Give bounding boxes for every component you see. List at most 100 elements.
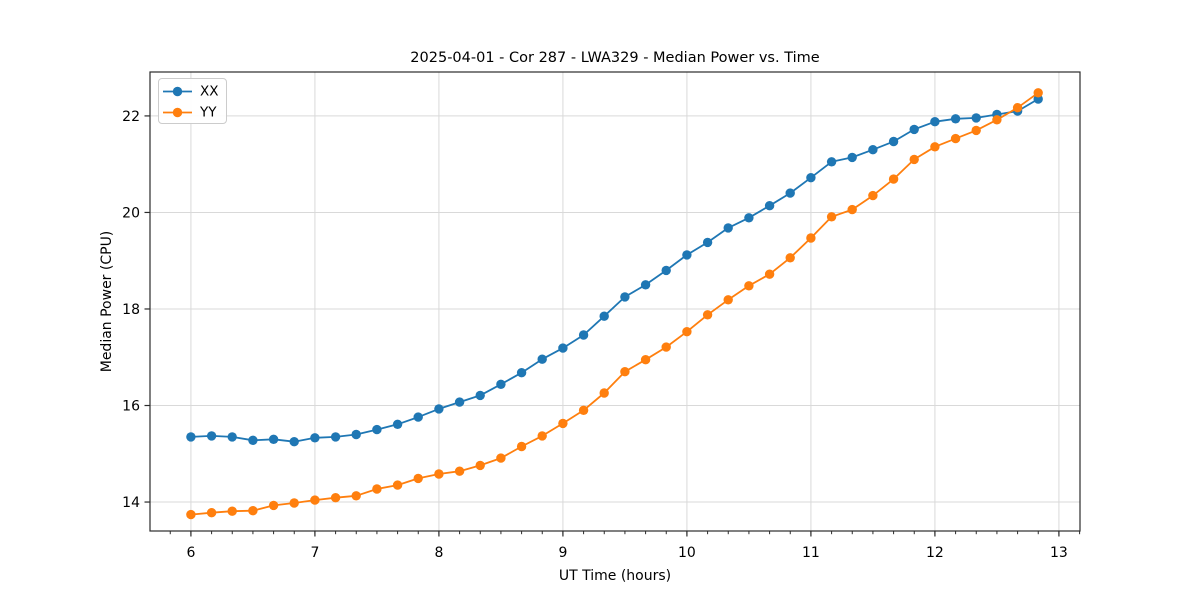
data-point <box>806 173 816 183</box>
data-point <box>351 491 361 501</box>
data-point <box>661 342 671 352</box>
data-point <box>248 435 258 445</box>
y-axis-label: Median Power (CPU) <box>99 231 115 373</box>
data-point <box>785 253 795 263</box>
data-point <box>640 355 651 365</box>
data-point <box>413 473 423 484</box>
data-point <box>764 269 775 279</box>
chart-title: 2025-04-01 - Cor 287 - LWA329 - Median P… <box>410 50 819 66</box>
data-point <box>992 115 1002 125</box>
data-point <box>310 495 320 505</box>
data-point <box>206 431 217 441</box>
y-tick-label: 18 <box>122 302 140 318</box>
series-yy-markers <box>186 88 1043 520</box>
data-point <box>516 368 527 378</box>
data-point <box>186 432 196 442</box>
data-point <box>971 125 981 136</box>
data-point <box>310 433 320 443</box>
data-point <box>186 509 196 520</box>
data-point <box>578 330 589 340</box>
data-point <box>248 506 258 516</box>
data-point <box>268 434 279 444</box>
data-point <box>640 280 651 290</box>
data-point <box>868 145 878 155</box>
data-point <box>454 466 465 476</box>
data-point <box>1012 103 1023 113</box>
plot-frame <box>149 71 1081 532</box>
data-point <box>599 311 609 321</box>
data-point <box>620 292 630 302</box>
legend-sample-marker <box>172 107 183 118</box>
data-point <box>930 142 940 152</box>
data-point <box>372 484 382 494</box>
y-tick-label: 14 <box>122 495 140 511</box>
y-tick-label: 20 <box>122 205 140 221</box>
y-tick-label: 16 <box>122 399 140 415</box>
data-point <box>888 174 899 184</box>
data-point <box>413 412 423 422</box>
series-xx-line <box>190 98 1039 443</box>
series-layer <box>186 88 1043 520</box>
legend-label-xx: XX <box>200 84 219 100</box>
data-point <box>682 327 692 337</box>
data-point <box>496 379 506 389</box>
data-point <box>392 419 403 429</box>
data-point <box>826 157 837 167</box>
data-point <box>289 498 299 508</box>
data-point <box>785 188 795 198</box>
data-point <box>764 201 775 211</box>
x-axis-label: UT Time (hours) <box>559 568 671 584</box>
data-point <box>826 212 837 222</box>
data-point <box>558 418 568 429</box>
legend-samples <box>163 86 192 118</box>
data-point <box>392 480 403 490</box>
data-point <box>475 390 485 401</box>
data-point <box>227 506 237 516</box>
x-tick-label: 8 <box>434 545 443 561</box>
data-point <box>454 397 465 407</box>
data-point <box>682 250 692 260</box>
data-point <box>620 367 630 377</box>
data-point <box>434 404 444 414</box>
data-point <box>330 493 341 503</box>
data-point <box>599 388 609 398</box>
data-point <box>806 233 816 243</box>
data-point <box>702 237 713 248</box>
axes-layer: 6 7 8 9 10 11 12 13 14 16 18 20 22 <box>122 109 1081 561</box>
data-point <box>206 508 217 518</box>
data-point <box>372 424 382 435</box>
data-point <box>950 133 961 144</box>
data-point <box>516 441 527 452</box>
legend-label-yy: YY <box>199 105 217 121</box>
data-point <box>661 265 671 276</box>
x-tick-label: 13 <box>1050 545 1068 561</box>
data-point <box>847 152 857 163</box>
data-point <box>496 453 506 463</box>
data-point <box>537 354 547 364</box>
x-tick-label: 6 <box>186 545 195 561</box>
data-point <box>868 190 878 201</box>
legend: XX YY <box>158 78 227 124</box>
data-point <box>723 223 733 233</box>
data-point <box>909 124 919 135</box>
data-point <box>351 429 361 440</box>
data-point <box>558 343 568 353</box>
grid-layer <box>150 72 1080 531</box>
data-point <box>1033 88 1043 98</box>
data-point <box>475 460 485 471</box>
data-point <box>227 432 237 442</box>
data-point <box>289 437 299 447</box>
y-tick-label: 22 <box>122 109 140 125</box>
data-point <box>909 154 919 165</box>
data-point <box>537 431 547 441</box>
legend-sample-marker <box>172 86 183 97</box>
data-point <box>950 114 961 124</box>
data-point <box>847 204 857 215</box>
data-point <box>702 310 713 320</box>
data-point <box>330 432 341 442</box>
x-tick-label: 7 <box>310 545 319 561</box>
data-point <box>971 113 981 123</box>
data-point <box>723 295 733 305</box>
